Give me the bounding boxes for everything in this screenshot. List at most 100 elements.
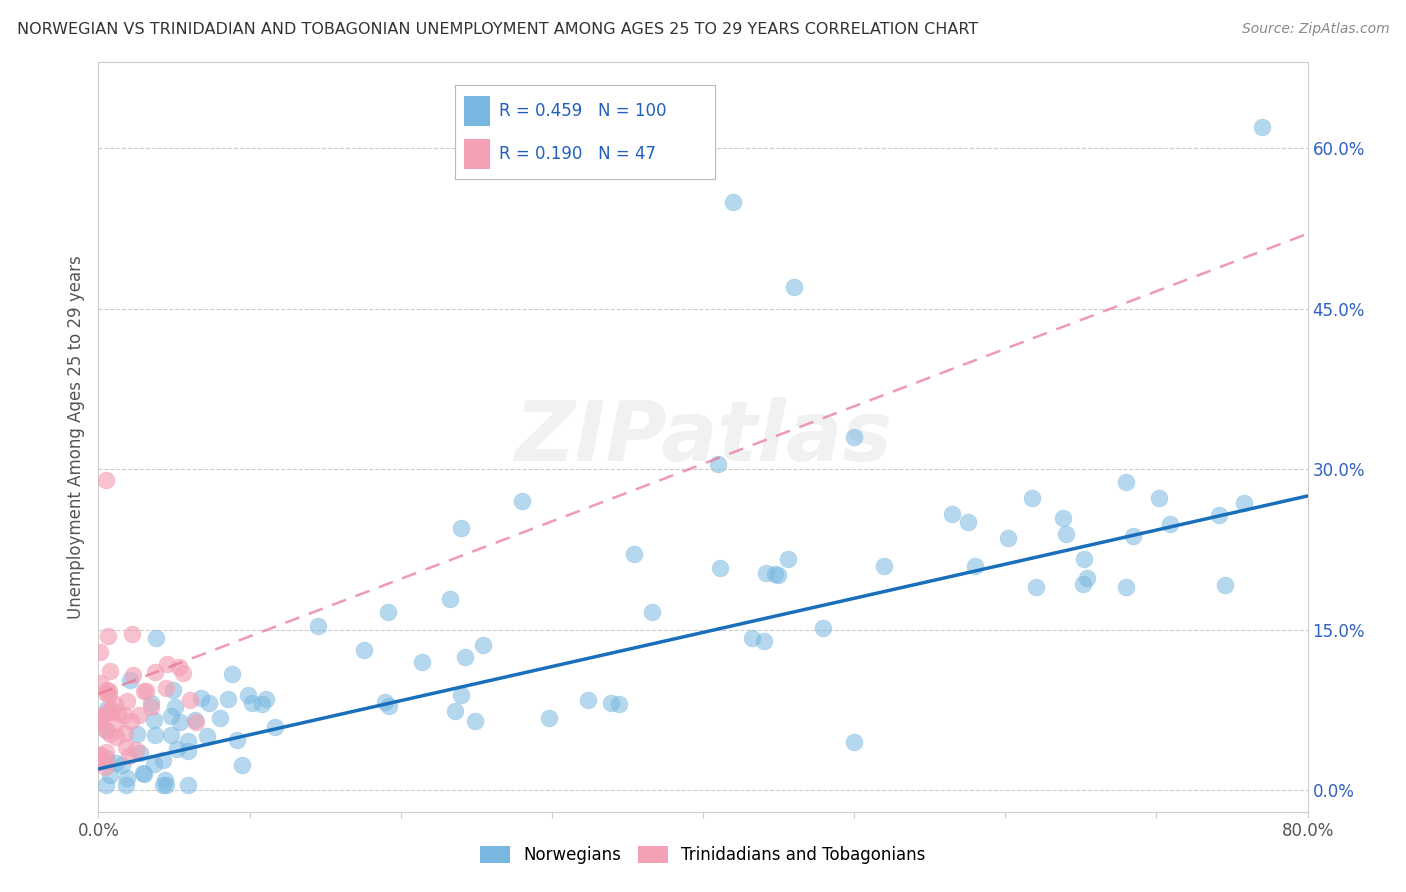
Point xyxy=(115,778,138,792)
Point xyxy=(195,730,218,744)
Point xyxy=(956,515,979,529)
Point xyxy=(941,507,963,521)
Point xyxy=(177,778,200,792)
Point xyxy=(160,709,183,723)
Point xyxy=(105,730,128,744)
Point xyxy=(104,756,127,771)
Point xyxy=(783,280,806,294)
Point xyxy=(177,744,200,758)
Point xyxy=(97,629,120,643)
Point xyxy=(96,701,118,715)
Point xyxy=(128,747,150,761)
Point xyxy=(139,696,162,710)
Point xyxy=(1147,491,1170,505)
Point xyxy=(1233,496,1256,510)
Point xyxy=(100,727,122,741)
Point xyxy=(198,696,221,710)
Point xyxy=(707,457,730,471)
Point xyxy=(94,686,117,700)
Point xyxy=(763,566,786,581)
Point xyxy=(94,778,117,792)
Text: Source: ZipAtlas.com: Source: ZipAtlas.com xyxy=(1241,22,1389,37)
Point xyxy=(965,558,987,573)
Point xyxy=(162,683,184,698)
Point xyxy=(236,688,259,702)
Point xyxy=(132,684,155,698)
Point xyxy=(377,605,399,619)
Point xyxy=(98,688,121,702)
Point xyxy=(1115,475,1137,490)
Point xyxy=(444,705,467,719)
Point xyxy=(94,745,117,759)
Point xyxy=(231,758,253,772)
Point xyxy=(145,632,167,646)
Point xyxy=(94,754,117,768)
Point xyxy=(1213,578,1236,592)
Point xyxy=(454,649,477,664)
Point xyxy=(156,657,179,672)
Point xyxy=(752,634,775,648)
Point xyxy=(1073,577,1095,591)
Point xyxy=(121,627,143,641)
Point xyxy=(98,664,121,678)
Point xyxy=(183,714,205,728)
Point xyxy=(997,531,1019,545)
Point xyxy=(471,639,494,653)
Point xyxy=(186,715,208,730)
Point xyxy=(844,735,866,749)
Point xyxy=(89,713,111,727)
Point xyxy=(122,667,145,681)
Point xyxy=(114,726,136,740)
Point xyxy=(96,683,118,698)
Point xyxy=(1021,491,1043,505)
Point xyxy=(117,772,139,786)
Point xyxy=(132,766,155,780)
Point xyxy=(127,726,149,740)
Point xyxy=(217,692,239,706)
Point xyxy=(766,567,789,582)
Point xyxy=(100,706,122,720)
Point xyxy=(450,521,472,535)
Point xyxy=(135,684,157,698)
Point xyxy=(353,643,375,657)
Point xyxy=(141,700,163,714)
Point xyxy=(100,702,122,716)
Point xyxy=(117,693,139,707)
Point xyxy=(104,717,127,731)
Point xyxy=(209,711,232,725)
Text: NORWEGIAN VS TRINIDADIAN AND TOBAGONIAN UNEMPLOYMENT AMONG AGES 25 TO 29 YEARS C: NORWEGIAN VS TRINIDADIAN AND TOBAGONIAN … xyxy=(17,22,979,37)
Point xyxy=(537,710,560,724)
Point xyxy=(179,693,201,707)
Point xyxy=(1054,526,1077,541)
Point xyxy=(1052,510,1074,524)
Point xyxy=(450,688,472,702)
Point xyxy=(112,708,135,723)
Point xyxy=(94,473,117,487)
Point xyxy=(89,717,111,731)
Point xyxy=(97,684,120,698)
Point xyxy=(873,558,896,573)
Point xyxy=(1122,529,1144,543)
Point xyxy=(120,673,142,687)
Point xyxy=(125,742,148,756)
Point xyxy=(104,697,127,711)
Point xyxy=(439,592,461,607)
Point xyxy=(1208,508,1230,522)
Point xyxy=(307,619,329,633)
Point xyxy=(169,660,191,674)
Point xyxy=(89,747,111,762)
Point xyxy=(250,697,273,711)
Point xyxy=(240,696,263,710)
Legend: Norwegians, Trinidadians and Tobagonians: Norwegians, Trinidadians and Tobagonians xyxy=(474,839,932,871)
Point xyxy=(98,768,121,782)
Point xyxy=(607,697,630,711)
Point xyxy=(623,547,645,561)
Point xyxy=(90,710,112,724)
Point xyxy=(160,728,183,742)
Point xyxy=(115,739,138,754)
Point xyxy=(374,695,396,709)
Point xyxy=(143,728,166,742)
Point xyxy=(510,494,533,508)
Y-axis label: Unemployment Among Ages 25 to 29 years: Unemployment Among Ages 25 to 29 years xyxy=(67,255,86,619)
Point xyxy=(96,723,118,737)
